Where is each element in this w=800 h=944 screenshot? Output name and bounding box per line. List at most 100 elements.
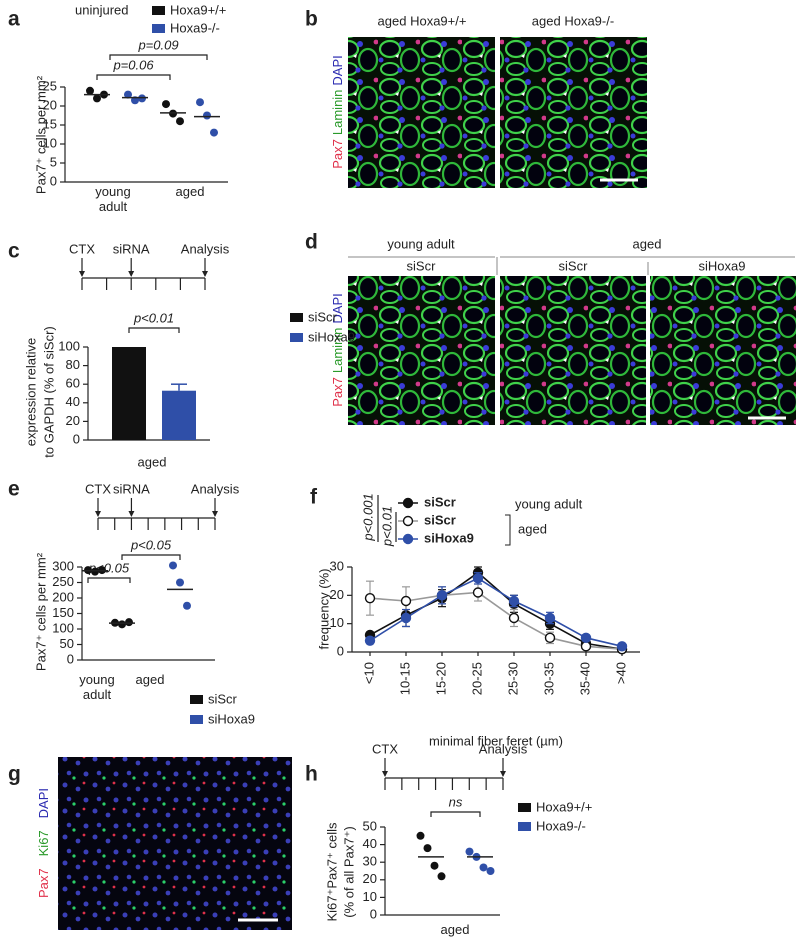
annotation: ns xyxy=(449,794,463,809)
y-tick-label: 40 xyxy=(66,394,80,409)
data-point xyxy=(162,100,170,109)
y-tick-label: 20 xyxy=(66,413,80,428)
annotation: p<0.001 xyxy=(360,493,375,541)
x-axis-title: aged xyxy=(138,454,167,469)
significance-bracket xyxy=(430,811,481,817)
image-title: aged Hoxa9-/- xyxy=(532,13,614,28)
stain: Laminin xyxy=(330,328,345,374)
annotation: p<0.05 xyxy=(130,537,172,552)
y-axis-title: Pax7⁺ cells per mm² xyxy=(33,552,48,671)
micrograph xyxy=(500,276,646,425)
data-point xyxy=(86,86,94,95)
legend-label: siHoxa9 xyxy=(308,329,355,344)
data-point xyxy=(118,620,126,629)
data-point xyxy=(580,632,592,644)
x-tick-label: 20-25 xyxy=(469,662,484,695)
data-point xyxy=(437,872,446,881)
data-point xyxy=(124,90,132,99)
legend-marker xyxy=(402,515,414,527)
y-tick-label: 50 xyxy=(363,818,377,833)
image-title: siHoxa9 xyxy=(699,258,746,273)
x-tick-label: >40 xyxy=(613,662,628,684)
data-point xyxy=(176,117,184,126)
legend-swatch xyxy=(190,695,203,704)
legend-title: uninjured xyxy=(75,2,129,17)
legend-label: siHoxa9 xyxy=(424,530,474,545)
arrow-head xyxy=(212,511,218,517)
y-tick-label: 10 xyxy=(363,889,377,904)
data-point xyxy=(486,867,495,875)
arrow-head xyxy=(382,771,388,777)
y-tick-label: 20 xyxy=(330,587,344,602)
x-category: aged xyxy=(135,672,165,687)
stain: Pax7 xyxy=(330,377,345,407)
micrograph xyxy=(348,276,495,425)
image-title: siScr xyxy=(407,258,437,273)
y-tick-label: 15 xyxy=(43,116,57,131)
data-point xyxy=(479,863,488,872)
group-title: young adult xyxy=(387,236,455,251)
y-tick-label: 250 xyxy=(52,574,74,589)
stain-label: Pax7 Laminin DAPI xyxy=(330,293,345,407)
x-category: aged xyxy=(175,184,205,199)
legend-swatch xyxy=(152,24,165,33)
significance-bracket xyxy=(96,74,171,80)
data-point xyxy=(472,573,484,584)
data-point xyxy=(176,578,184,587)
data-point xyxy=(416,831,425,840)
legend-swatch xyxy=(290,333,303,342)
image-title: siScr xyxy=(559,258,589,273)
legend-label: siHoxa9 xyxy=(208,711,255,726)
data-point xyxy=(183,601,191,610)
y-tick-label: 50 xyxy=(60,636,74,651)
legend-label: Hoxa9+/+ xyxy=(536,799,592,814)
legend-label: siScr xyxy=(424,512,456,527)
legend-swatch xyxy=(518,822,531,831)
timeline-label: CTX xyxy=(85,481,111,496)
x-tick-label: 15-20 xyxy=(433,662,448,695)
data-point xyxy=(169,561,177,570)
y-axis-title: Ki67⁺Pax7⁺ cells xyxy=(324,822,339,921)
data-point xyxy=(364,592,376,604)
legend-marker xyxy=(402,533,414,545)
legend-marker xyxy=(402,497,414,509)
data-point xyxy=(203,111,211,120)
annotation: p<0.01 xyxy=(133,310,174,325)
x-category: young adult xyxy=(95,184,131,214)
image-title: aged Hoxa9+/+ xyxy=(378,13,467,28)
y-tick-label: 60 xyxy=(66,376,80,391)
data-point xyxy=(616,641,628,652)
arrow-head xyxy=(79,271,85,277)
y-axis-title: (% of all Pax7⁺) xyxy=(341,826,356,917)
legend-label: siScr xyxy=(424,494,456,509)
x-tick-label: <10 xyxy=(361,662,376,684)
y-tick-label: 0 xyxy=(67,651,74,666)
x-tick-label: 35-40 xyxy=(577,662,592,695)
arrow-head xyxy=(128,511,135,517)
data-point xyxy=(400,612,412,624)
y-tick-label: 30 xyxy=(330,558,344,573)
significance-bracket xyxy=(128,327,180,333)
y-tick-label: 80 xyxy=(66,357,80,372)
y-tick-label: 20 xyxy=(363,871,377,886)
annotation: p<0.01 xyxy=(379,506,394,547)
legend-group: aged xyxy=(518,521,547,536)
arrow-head xyxy=(128,271,135,277)
y-tick-label: 200 xyxy=(52,589,74,604)
y-tick-label: 40 xyxy=(363,836,377,851)
micrograph xyxy=(650,276,796,425)
y-tick-label: 0 xyxy=(73,431,80,446)
y-axis-title: Pax7⁺ cells per mm² xyxy=(33,75,48,194)
timeline-label: Analysis xyxy=(181,241,230,256)
legend-label: siScr xyxy=(308,309,338,324)
legend-swatch xyxy=(152,6,165,15)
panel-label: e xyxy=(8,478,20,501)
arrow-head xyxy=(95,511,101,517)
timeline-label: CTX xyxy=(372,741,398,756)
legend-label: Hoxa9+/+ xyxy=(170,2,226,17)
panel-label: a xyxy=(8,8,20,31)
x-axis-title: minimal fiber feret (µm) xyxy=(429,733,563,748)
group-title: aged xyxy=(633,236,662,251)
timeline-label: Analysis xyxy=(191,481,240,496)
